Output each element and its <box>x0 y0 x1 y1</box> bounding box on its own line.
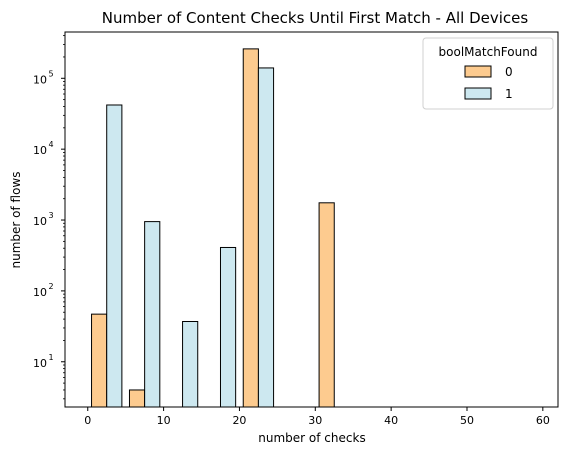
y-tick-exponent: 1 <box>48 353 53 362</box>
bar-series-0-3 <box>318 202 335 408</box>
chart-title: Number of Content Checks Until First Mat… <box>102 9 529 27</box>
x-tick-label: 60 <box>536 414 550 427</box>
bars-layer <box>91 48 335 408</box>
y-tick-exponent: 3 <box>48 211 53 220</box>
plot-area-frame <box>64 31 559 408</box>
x-tick-label: 30 <box>308 414 322 427</box>
y-tick-label: 10 <box>33 73 47 86</box>
x-tick-label: 0 <box>84 414 91 427</box>
x-tick-label: 50 <box>460 414 474 427</box>
x-axis-ticks: 0 10 20 30 40 50 60 <box>84 407 550 427</box>
bar-series-0-1 <box>128 389 146 408</box>
legend-swatch-1 <box>464 87 492 100</box>
legend-label-0: 0 <box>505 65 513 79</box>
legend-title: boolMatchFound <box>439 45 538 59</box>
y-tick-label: 10 <box>33 357 47 370</box>
legend-swatch-0 <box>464 65 492 78</box>
x-tick-label: 10 <box>157 414 171 427</box>
bar-series-1-2 <box>182 320 199 408</box>
y-tick-exponent: 4 <box>48 140 53 149</box>
bar-series-1-3 <box>219 246 237 408</box>
bar-series-0-2 <box>242 48 259 408</box>
y-tick-exponent: 5 <box>48 69 53 78</box>
x-tick-label: 20 <box>232 414 246 427</box>
y-tick-exponent: 2 <box>48 282 53 291</box>
x-tick-label: 40 <box>384 414 398 427</box>
y-tick-label: 10 <box>33 144 47 157</box>
y-axis-label: number of flows <box>9 172 23 269</box>
legend: boolMatchFound 0 1 <box>422 37 554 110</box>
legend-label-1: 1 <box>505 87 513 101</box>
bar-series-1-4 <box>257 67 275 408</box>
x-axis-label: number of checks <box>258 431 365 445</box>
y-tick-label: 10 <box>33 286 47 299</box>
bar-series-1-1 <box>144 221 161 408</box>
y-tick-label: 10 <box>33 215 47 228</box>
bar-series-1-0 <box>106 104 123 408</box>
bar-series-0-0 <box>91 313 108 408</box>
